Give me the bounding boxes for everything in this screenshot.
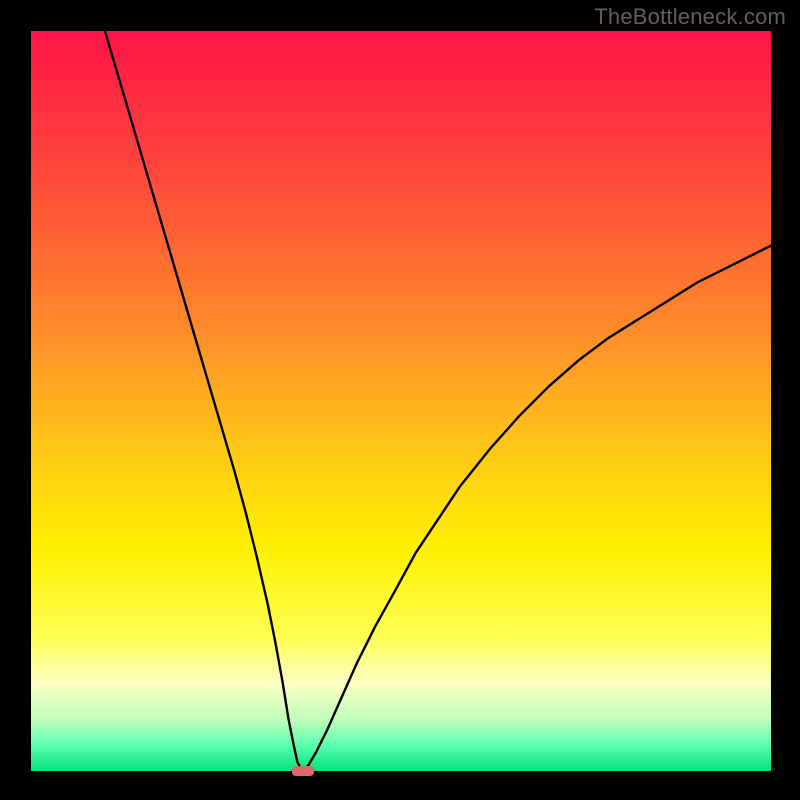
bottleneck-curve <box>31 31 771 771</box>
watermark-text: TheBottleneck.com <box>594 4 786 30</box>
minimum-marker <box>292 766 314 776</box>
plot-area <box>31 31 771 771</box>
